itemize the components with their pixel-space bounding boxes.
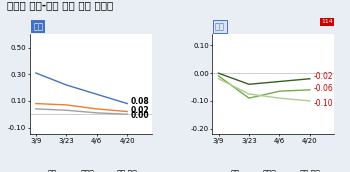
Text: 0.08: 0.08 bbox=[131, 98, 149, 106]
Text: 부동산: 부동산 bbox=[320, 19, 331, 24]
Text: -0.02: -0.02 bbox=[314, 72, 333, 81]
Text: 114: 114 bbox=[321, 19, 333, 24]
Text: -0.10: -0.10 bbox=[314, 99, 333, 108]
Text: 0.00: 0.00 bbox=[131, 111, 149, 120]
Legend: 서울, 신도시, 경기·인천: 서울, 신도시, 경기·인천 bbox=[28, 166, 141, 172]
Text: -0.06: -0.06 bbox=[314, 84, 333, 93]
Legend: 서울, 신도시, 경기·인천: 서울, 신도시, 경기·인천 bbox=[211, 166, 324, 172]
Text: 매매: 매매 bbox=[33, 22, 43, 31]
Text: 0.02: 0.02 bbox=[131, 106, 149, 115]
Text: 전세: 전세 bbox=[215, 22, 225, 31]
Text: 수도권 매매-전세 주간 가격 변동률: 수도권 매매-전세 주간 가격 변동률 bbox=[7, 0, 113, 10]
